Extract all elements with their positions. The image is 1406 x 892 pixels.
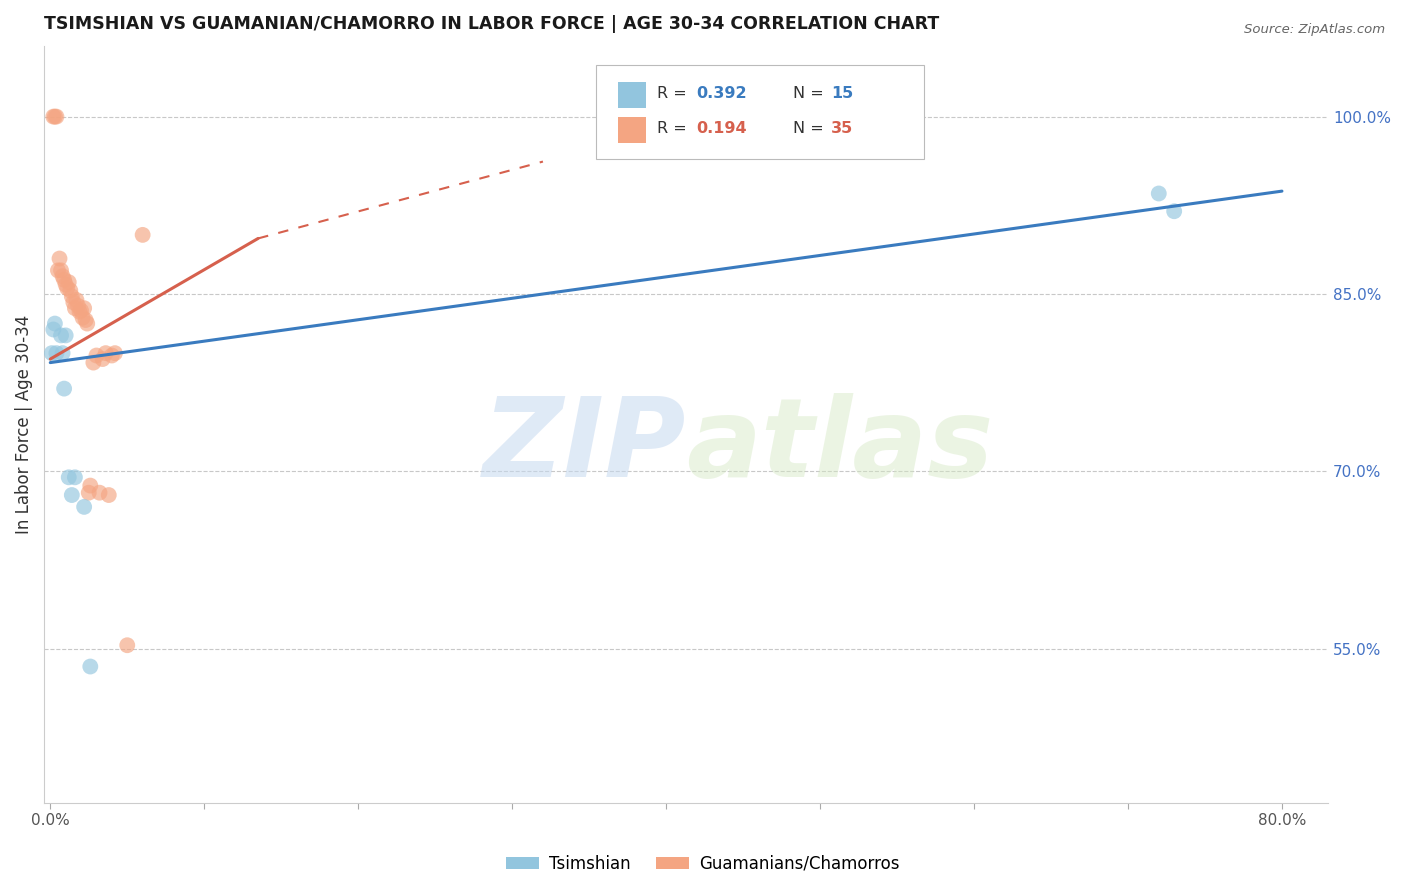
Point xyxy=(69,304,91,318)
Point xyxy=(86,349,108,363)
Point xyxy=(76,317,98,331)
Point xyxy=(73,301,96,316)
Point xyxy=(117,638,139,652)
Point xyxy=(44,110,66,124)
Bar xyxy=(619,82,647,109)
Text: R =: R = xyxy=(657,120,692,136)
Point xyxy=(63,301,86,316)
Point xyxy=(49,263,72,277)
Point xyxy=(89,485,111,500)
Text: ZIP: ZIP xyxy=(482,393,686,500)
Point xyxy=(48,252,70,266)
Point xyxy=(59,284,82,298)
Y-axis label: In Labor Force | Age 30-34: In Labor Force | Age 30-34 xyxy=(15,315,32,533)
Point xyxy=(77,485,100,500)
Text: N =: N = xyxy=(793,120,828,136)
Point xyxy=(49,328,72,343)
FancyBboxPatch shape xyxy=(596,64,924,159)
Point xyxy=(62,295,84,310)
Bar xyxy=(619,117,647,144)
Point xyxy=(1147,186,1170,201)
Point xyxy=(58,470,80,484)
Text: atlas: atlas xyxy=(686,393,994,500)
Point xyxy=(65,293,87,307)
Point xyxy=(82,356,104,370)
Text: 15: 15 xyxy=(831,86,853,101)
Point xyxy=(52,346,75,360)
Text: 0.194: 0.194 xyxy=(696,120,747,136)
Text: 0.392: 0.392 xyxy=(696,86,747,101)
Point xyxy=(94,346,117,360)
Point xyxy=(46,263,69,277)
Point xyxy=(63,470,86,484)
Point xyxy=(53,273,76,287)
Point xyxy=(72,310,94,325)
Point xyxy=(131,227,153,242)
Point xyxy=(58,275,80,289)
Point xyxy=(60,289,83,303)
Text: TSIMSHIAN VS GUAMANIAN/CHAMORRO IN LABOR FORCE | AGE 30-34 CORRELATION CHART: TSIMSHIAN VS GUAMANIAN/CHAMORRO IN LABOR… xyxy=(44,15,939,33)
Point xyxy=(79,659,101,673)
Point xyxy=(97,488,120,502)
Point xyxy=(55,277,77,292)
Point xyxy=(44,317,66,331)
Point xyxy=(55,328,77,343)
Text: N =: N = xyxy=(793,86,828,101)
Text: R =: R = xyxy=(657,86,692,101)
Text: Source: ZipAtlas.com: Source: ZipAtlas.com xyxy=(1244,23,1385,37)
Point xyxy=(104,346,127,360)
Point xyxy=(42,322,65,336)
Point xyxy=(75,313,97,327)
Legend: Tsimshian, Guamanians/Chamorros: Tsimshian, Guamanians/Chamorros xyxy=(499,848,907,880)
Point xyxy=(66,299,89,313)
Point xyxy=(45,110,67,124)
Point xyxy=(1163,204,1185,219)
Point xyxy=(56,281,79,295)
Point xyxy=(52,269,75,284)
Point xyxy=(60,488,83,502)
Point xyxy=(91,352,114,367)
Point xyxy=(73,500,96,514)
Point xyxy=(45,346,67,360)
Text: 35: 35 xyxy=(831,120,853,136)
Point xyxy=(79,478,101,492)
Point xyxy=(101,349,124,363)
Point xyxy=(42,110,65,124)
Point xyxy=(70,303,93,318)
Point xyxy=(53,382,76,396)
Point xyxy=(41,346,63,360)
